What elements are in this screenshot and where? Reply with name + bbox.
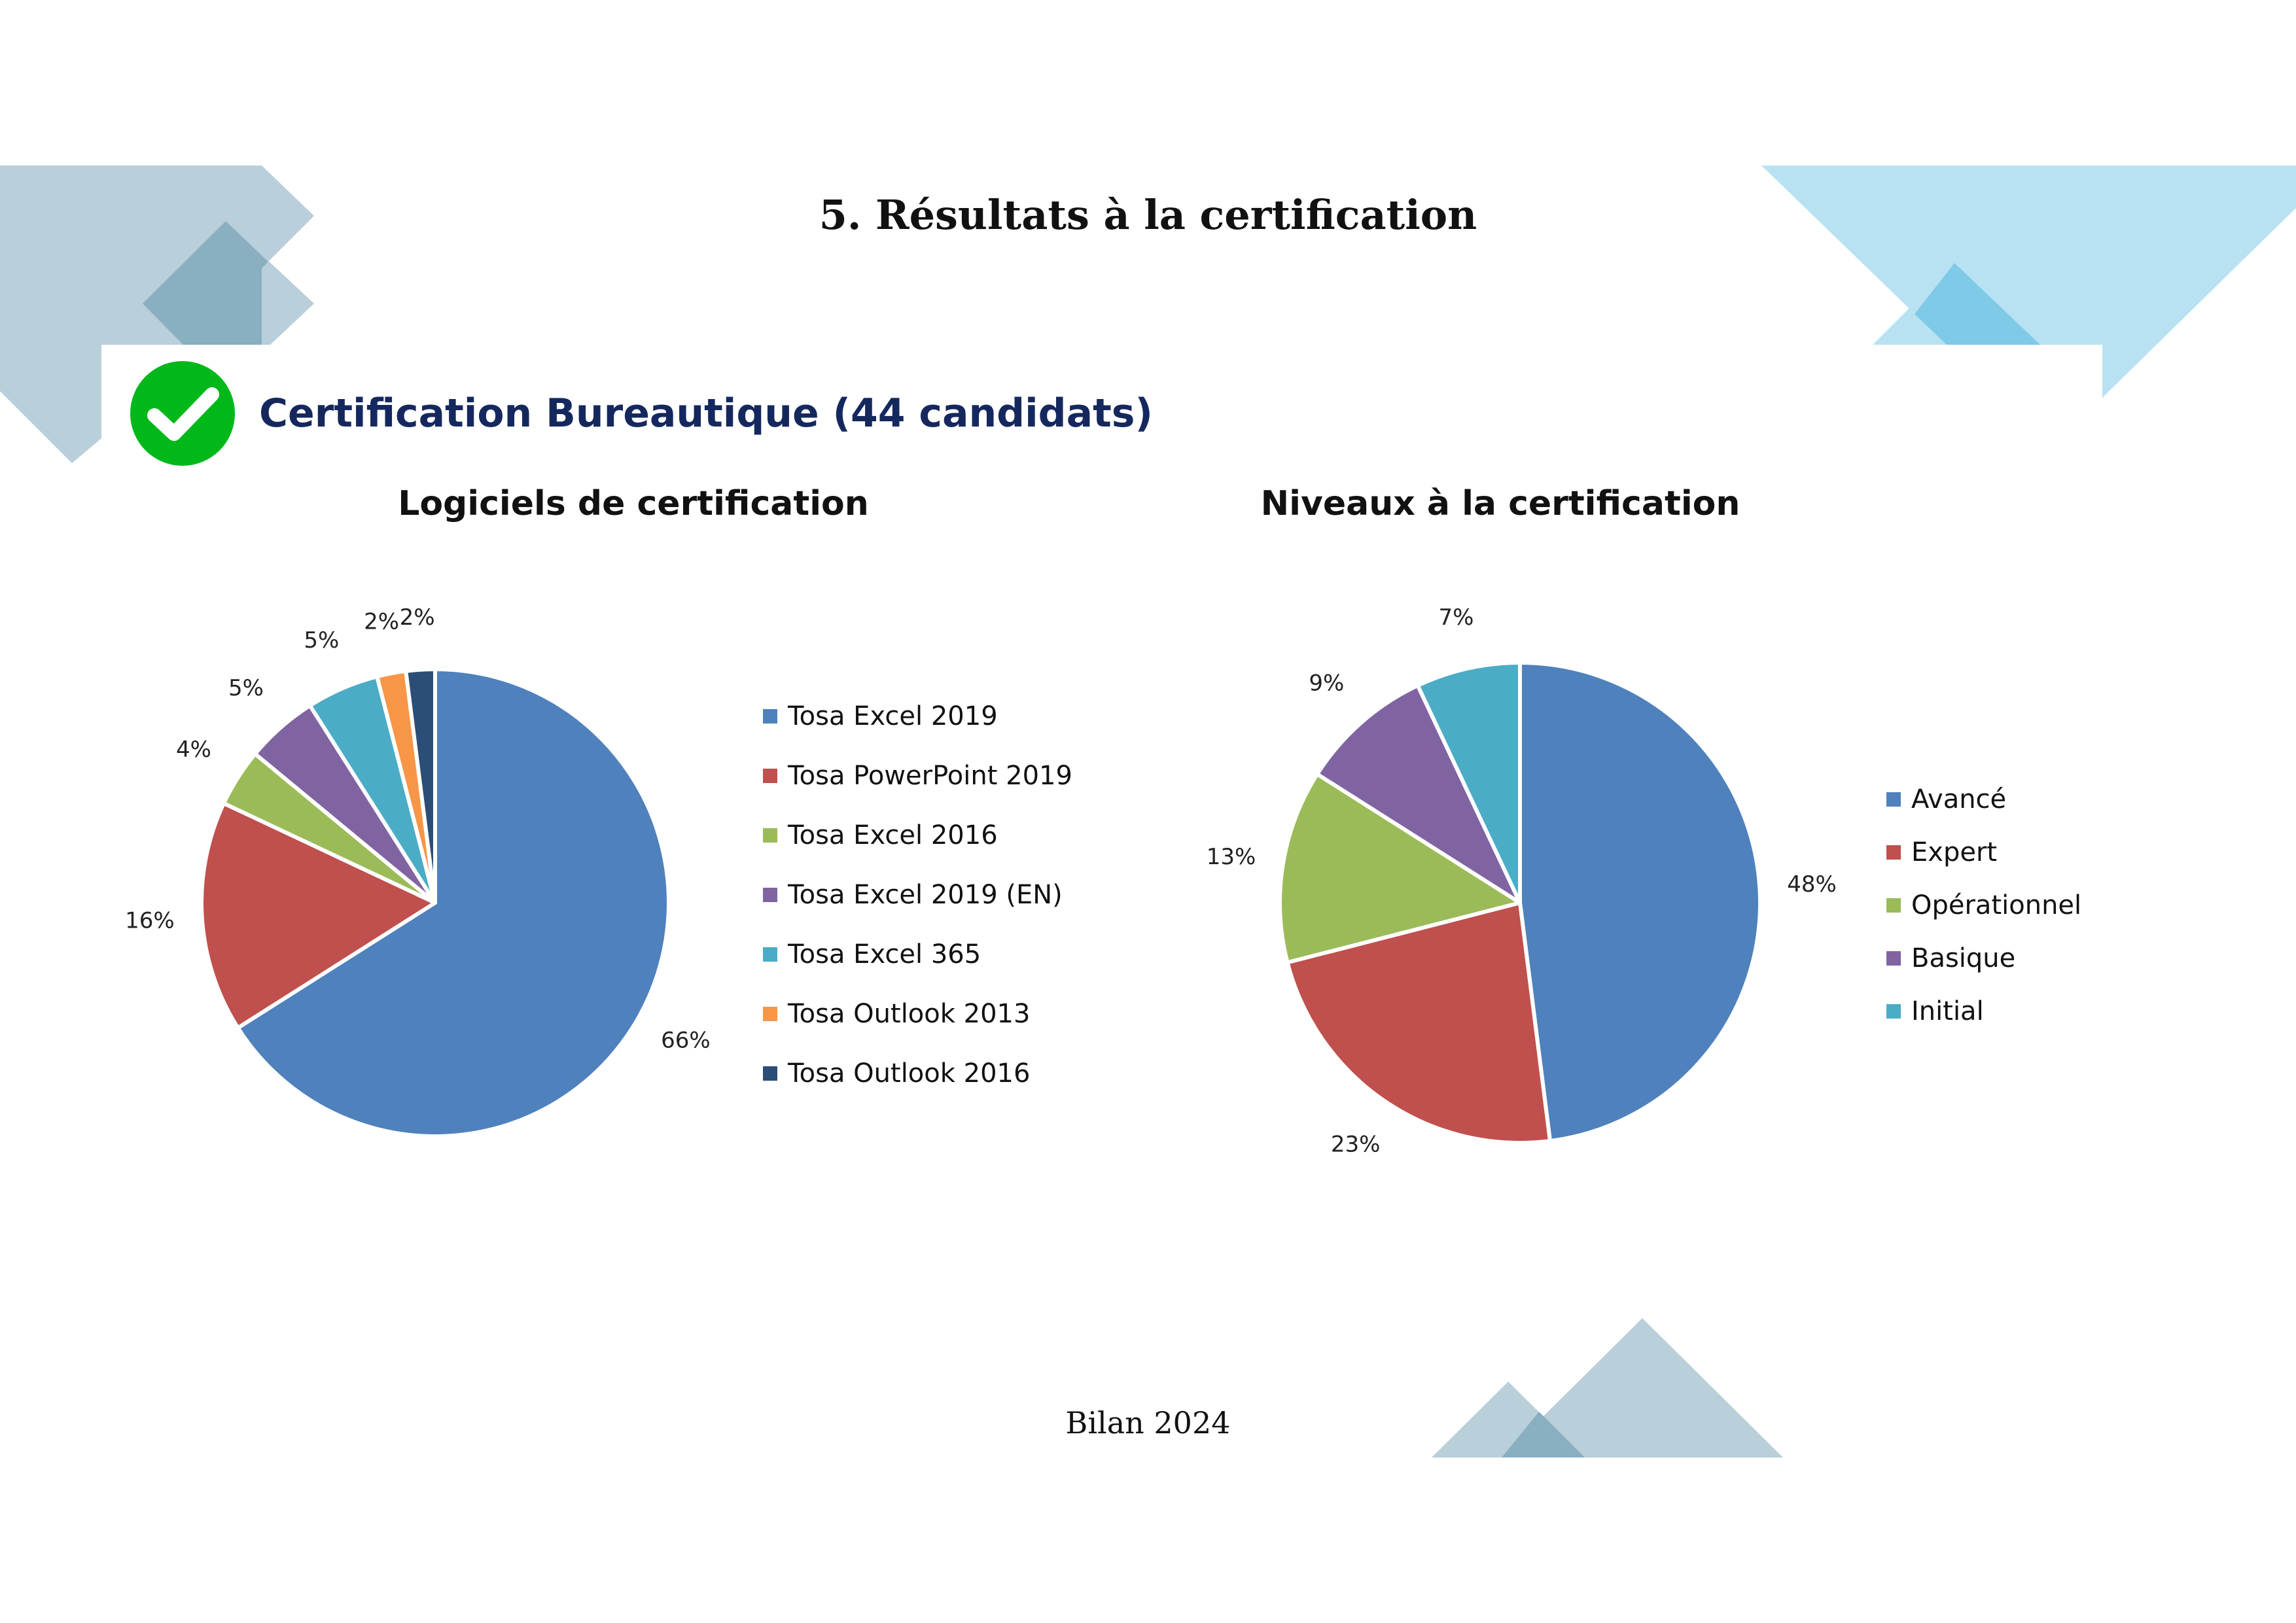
decor-triangle-overlap — [1502, 1412, 1585, 1457]
legend-label: Tosa Excel 2019 — [787, 701, 998, 731]
legend-swatch — [1886, 1004, 1901, 1019]
data-label: 13% — [1207, 844, 1256, 870]
pie-slice — [200, 801, 437, 1030]
legend-label: Avancé — [1911, 784, 2006, 814]
legend-label: Expert — [1911, 837, 1997, 867]
legend-swatch — [763, 947, 777, 962]
check-circle-icon — [130, 361, 235, 466]
data-label: 7% — [1439, 604, 1474, 631]
legend-swatch — [763, 769, 777, 783]
top-right-decoration — [1761, 166, 2296, 398]
legend-label: Opérationnel — [1911, 890, 2081, 920]
decor-triangle — [1761, 166, 2296, 398]
pie-slice — [1415, 661, 1522, 905]
chart-logiciels: Logiciels de certification 66% 16% 4% 5% 5% 2… — [0, 0, 1152, 1243]
pie-chart-niveaux: 48% 23% 13% 9% 7% Avancé Expert Opérationnel Bas… — [1207, 604, 2081, 1158]
legend-swatch — [763, 1007, 777, 1021]
data-label: 5% — [228, 675, 264, 701]
page-title: 5. Résultats à la certification — [819, 191, 1477, 239]
legend-label: Tosa PowerPoint 2019 — [787, 761, 1072, 791]
data-label: 4% — [176, 737, 211, 763]
section-header: Certification Bureautique (44 candidats) — [128, 361, 1153, 466]
decor-diamond-overlap — [143, 221, 268, 345]
legend-swatch — [1886, 792, 1901, 807]
legend-label: Initial — [1911, 996, 1984, 1026]
data-label: 9% — [1309, 671, 1344, 697]
data-label: 16% — [125, 907, 175, 934]
decor-triangle-large — [1502, 1318, 1783, 1457]
pie-slice — [1518, 661, 1762, 1143]
data-label: 5% — [304, 627, 339, 654]
page-footer: Bilan 2024 — [1065, 1405, 1231, 1440]
pie-slice — [1315, 683, 1522, 905]
data-label: 66% — [661, 1028, 711, 1054]
section-title: Certification Bureautique (44 candidats) — [259, 391, 1153, 436]
data-label: 23% — [1331, 1132, 1381, 1158]
pie-chart-logiciels: 66% 16% 4% 5% 5% 2% 2% Tosa Excel 2019 Tosa Powe… — [125, 604, 1072, 1138]
legend-label: Tosa Excel 365 — [787, 939, 981, 969]
legend-label: Tosa Excel 2016 — [787, 820, 998, 850]
pie-slice — [1285, 901, 1552, 1145]
decor-triangle-overlap — [1915, 263, 2040, 345]
legend-swatch — [763, 828, 777, 843]
legend-label: Basique — [1911, 943, 2015, 973]
top-left-decoration — [0, 166, 314, 463]
chart-niveaux: Niveaux à la certification 48% 23% 13% 9% 7%… — [1152, 0, 2296, 1243]
data-label: 2% — [400, 604, 435, 631]
legend-swatch — [1886, 898, 1901, 913]
pie-slice — [236, 667, 671, 1138]
legend-label: Tosa Outlook 2016 — [787, 1058, 1030, 1089]
chart-title: Niveaux à la certification — [1260, 484, 1740, 523]
legend-swatch — [763, 888, 777, 902]
legend-swatch — [763, 1066, 777, 1081]
chart-title: Logiciels de certification — [398, 484, 869, 523]
data-label: 48% — [1787, 871, 1837, 898]
data-label: 2% — [364, 609, 399, 635]
legend-swatch — [763, 709, 777, 724]
legend-label: Tosa Outlook 2013 — [787, 999, 1030, 1029]
pie-slice — [1278, 772, 1522, 965]
pie-slice — [404, 667, 437, 905]
bottom-decoration — [1432, 1318, 1783, 1457]
legend-swatch — [1886, 951, 1901, 966]
legend-swatch — [1886, 845, 1901, 860]
legend-label: Tosa Excel 2019 (EN) — [787, 880, 1063, 910]
